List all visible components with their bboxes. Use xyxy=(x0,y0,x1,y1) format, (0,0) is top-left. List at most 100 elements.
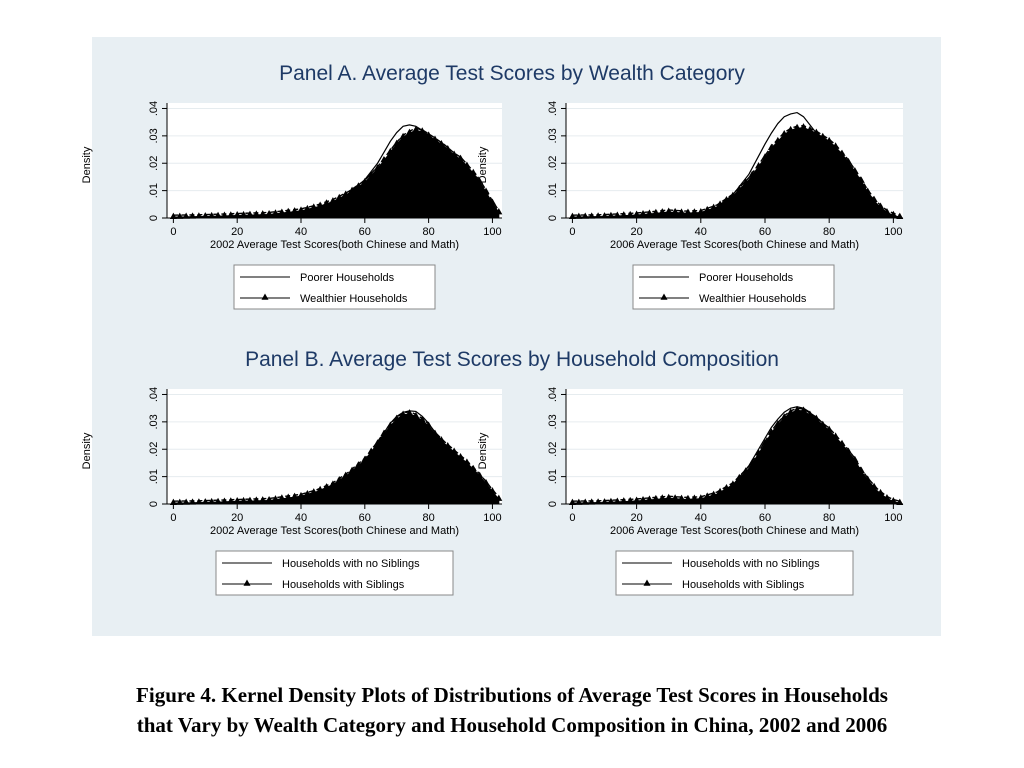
y-tick-label: .04 xyxy=(148,101,160,116)
legend-label: Households with no Siblings xyxy=(682,558,820,570)
series-marker xyxy=(780,129,788,137)
legend-marker xyxy=(261,293,269,300)
series-line-poorer-households xyxy=(572,111,900,218)
y-tick-label: .04 xyxy=(547,387,559,402)
legend-box xyxy=(233,264,436,310)
x-tick-label: 40 xyxy=(695,512,707,524)
series-marker xyxy=(374,164,382,171)
series-marker xyxy=(450,150,458,157)
caption-line-2: that Vary by Wealth Category and Househo… xyxy=(136,713,888,737)
series-marker xyxy=(864,187,872,194)
series-marker xyxy=(767,428,775,435)
series-marker xyxy=(806,410,814,417)
series-marker xyxy=(412,125,420,133)
series-marker xyxy=(774,136,782,144)
x-tick-label: 0 xyxy=(569,512,575,524)
series-marker xyxy=(819,420,827,427)
series-marker xyxy=(800,406,808,413)
figure-caption: Figure 4. Kernel Density Plots of Distri… xyxy=(0,680,1024,740)
series-marker xyxy=(665,207,673,214)
y-tick-label: .03 xyxy=(148,414,160,429)
series-marker xyxy=(735,185,743,192)
series-marker xyxy=(825,136,833,144)
series-marker xyxy=(437,140,445,147)
y-tick-label: 0 xyxy=(547,501,559,507)
y-tick-label: .01 xyxy=(148,469,160,484)
legend-marker xyxy=(243,579,251,586)
x-tick-label: 0 xyxy=(569,226,575,238)
series-marker xyxy=(761,439,769,446)
panel-a-title: Panel A. Average Test Scores by Wealth C… xyxy=(279,62,745,85)
series-marker xyxy=(883,208,891,215)
x-tick-label: 80 xyxy=(823,512,835,524)
series-marker xyxy=(755,449,763,456)
y-tick-label: .02 xyxy=(148,442,160,457)
x-tick-label: 100 xyxy=(884,512,902,524)
x-tick-label: 80 xyxy=(422,512,434,524)
y-tick-label: 0 xyxy=(547,215,559,221)
series-marker xyxy=(361,177,369,185)
x-tick-label: 40 xyxy=(695,226,707,238)
series-marker xyxy=(658,208,666,215)
x-tick-label: 100 xyxy=(884,226,902,238)
series-marker xyxy=(342,190,350,197)
y-tick-label: .03 xyxy=(547,414,559,429)
series-marker xyxy=(367,171,375,178)
x-tick-label: 60 xyxy=(759,512,771,524)
series-marker xyxy=(870,482,878,490)
legend-label: Wealthier Households xyxy=(699,293,807,305)
legend-label: Households with Siblings xyxy=(682,579,805,591)
series-marker xyxy=(800,123,808,130)
series-marker xyxy=(832,142,840,149)
series-marker xyxy=(780,413,788,420)
series-marker xyxy=(652,208,660,216)
series-marker xyxy=(444,145,452,152)
series-marker xyxy=(793,123,801,130)
legend-label: Households with Siblings xyxy=(282,579,405,591)
y-tick-label: .01 xyxy=(547,469,559,484)
panel-b-title: Panel B. Average Test Scores by Househol… xyxy=(245,348,779,371)
series-marker xyxy=(812,128,820,135)
x-tick-label: 40 xyxy=(295,226,307,238)
series-marker xyxy=(342,471,350,478)
legend-box xyxy=(632,264,835,310)
legend-box xyxy=(215,550,454,596)
series-marker xyxy=(684,208,692,215)
legend-marker xyxy=(660,293,668,300)
y-tick-label: 0 xyxy=(148,501,160,507)
series-marker xyxy=(716,487,724,495)
series-marker xyxy=(412,411,420,419)
series-marker xyxy=(374,439,382,446)
y-tick-label: .02 xyxy=(148,156,160,171)
series-marker xyxy=(399,410,407,417)
x-tick-label: 20 xyxy=(231,226,243,238)
x-tick-label: 0 xyxy=(170,512,176,524)
series-line-poorer-households xyxy=(173,124,500,218)
series-marker xyxy=(393,414,401,421)
caption-line-1: Figure 4. Kernel Density Plots of Distri… xyxy=(136,683,888,707)
series-marker xyxy=(883,494,891,501)
series-marker xyxy=(774,420,782,427)
series-marker xyxy=(444,442,452,449)
series-marker xyxy=(812,414,820,421)
series-marker xyxy=(405,409,413,416)
legend-box xyxy=(615,550,854,596)
series-marker xyxy=(716,200,724,207)
chart-3: 0 .01 .02 .03 .04 0 20 40 60 80 100 2002 Average Te… xyxy=(81,387,503,596)
series-marker xyxy=(857,466,865,473)
legend-label: Households with no Siblings xyxy=(282,558,420,570)
x-tick-label: 60 xyxy=(359,512,371,524)
x-tick-label: 20 xyxy=(630,512,642,524)
y-tick-label: .02 xyxy=(547,156,559,171)
x-tick-label: 0 xyxy=(170,226,176,238)
series-line-households-with-no-siblings xyxy=(572,406,900,504)
series-marker xyxy=(348,466,356,473)
x-axis-title: 2006 Average Test Scores(both Chinese an… xyxy=(610,525,859,537)
series-marker xyxy=(748,170,756,178)
x-tick-label: 20 xyxy=(231,512,243,524)
series-line-households-with-no-siblings xyxy=(173,410,500,505)
series-marker xyxy=(361,455,369,462)
series-marker xyxy=(671,207,679,215)
series-marker xyxy=(386,147,394,155)
